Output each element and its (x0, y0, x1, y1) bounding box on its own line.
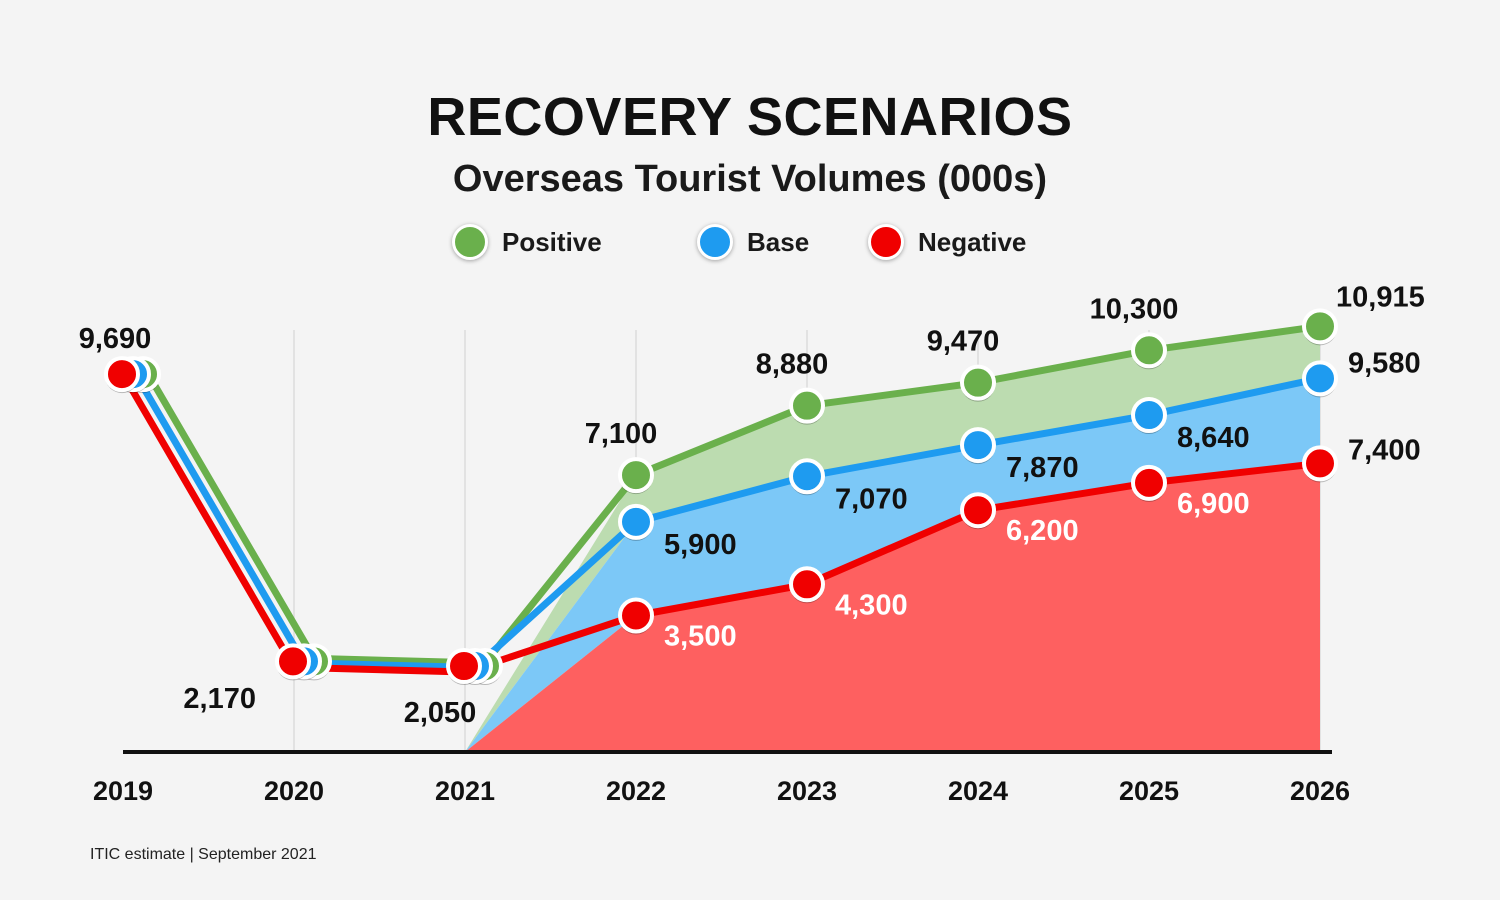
negative-point (618, 597, 654, 634)
legend-item-positive: Positive (452, 222, 602, 262)
data-label: 2,050 (404, 697, 477, 729)
legend-base-dot-icon (697, 224, 733, 260)
data-label: 10,915 (1336, 281, 1425, 313)
positive-point (1131, 332, 1167, 369)
negative-point (789, 566, 825, 603)
data-label: 5,900 (664, 529, 737, 561)
negative-point (1302, 445, 1338, 482)
x-tick-label: 2019 (93, 776, 153, 806)
base-point (1302, 360, 1338, 397)
legend-negative-label: Negative (918, 226, 1027, 257)
legend-positive-label: Positive (502, 226, 602, 257)
data-label: 9,580 (1348, 347, 1421, 379)
negative-point (446, 648, 482, 685)
legend: Positive Base Negative (0, 222, 1500, 262)
data-label: 8,640 (1177, 422, 1250, 454)
negative-point (104, 356, 140, 393)
negative-point (960, 492, 996, 529)
negative-point (275, 643, 311, 680)
data-label: 7,100 (585, 418, 658, 450)
data-label: 6,900 (1177, 488, 1250, 520)
base-point (1131, 397, 1167, 434)
legend-item-base: Base (697, 222, 809, 262)
negative-area (465, 463, 1320, 752)
x-tick-label: 2025 (1119, 776, 1179, 806)
data-label: 10,300 (1090, 293, 1179, 325)
negative-point (1131, 464, 1167, 501)
legend-base-label: Base (747, 226, 810, 257)
base-point (618, 503, 654, 540)
x-tick-label: 2023 (777, 776, 837, 806)
x-tick-label: 2026 (1290, 776, 1350, 806)
data-label: 7,870 (1006, 452, 1079, 484)
data-label: 4,300 (835, 589, 908, 621)
data-label: 3,500 (664, 621, 737, 653)
x-tick-label: 2022 (606, 776, 666, 806)
positive-area (465, 326, 1320, 752)
legend-negative-dot-icon (868, 224, 904, 260)
base-point (960, 427, 996, 464)
x-tick-label: 2024 (948, 776, 1008, 806)
legend-positive-dot-icon (452, 224, 488, 260)
base-line (129, 367, 1321, 672)
positive-point (1302, 308, 1338, 345)
data-label: 7,400 (1348, 434, 1421, 466)
legend-item-negative: Negative (868, 222, 1026, 262)
positive-line (139, 322, 1321, 667)
data-label: 9,690 (79, 323, 152, 355)
data-label: 8,880 (756, 349, 829, 381)
positive-point (618, 457, 654, 494)
data-label: 6,200 (1006, 515, 1079, 547)
data-label: 7,070 (835, 483, 908, 515)
x-tick-label: 2020 (264, 776, 324, 806)
data-label: 9,470 (927, 326, 1000, 358)
base-area (465, 378, 1320, 752)
x-tick-label: 2021 (435, 776, 495, 806)
base-point (789, 458, 825, 495)
positive-point (789, 387, 825, 424)
source-note: ITIC estimate | September 2021 (90, 846, 317, 863)
chart-title: RECOVERY SCENARIOS (427, 87, 1073, 147)
positive-point (960, 364, 996, 401)
data-label: 2,170 (183, 683, 256, 715)
chart-subtitle: Overseas Tourist Volumes (000s) (452, 158, 1048, 200)
